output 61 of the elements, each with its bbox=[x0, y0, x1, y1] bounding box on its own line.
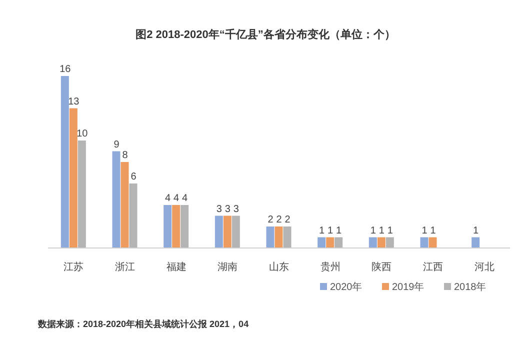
bar bbox=[326, 237, 334, 248]
bar bbox=[266, 226, 274, 248]
legend-label: 2020年 bbox=[330, 281, 362, 293]
bar bbox=[472, 237, 480, 248]
data-label: 1 bbox=[430, 225, 436, 236]
legend-label: 2018年 bbox=[454, 281, 486, 293]
bar bbox=[112, 151, 120, 248]
data-label: 2 bbox=[284, 214, 291, 226]
data-label: 2 bbox=[276, 214, 282, 226]
bar bbox=[420, 237, 428, 248]
x-tick-label: 贵州 bbox=[320, 261, 340, 273]
x-tick-label: 江西 bbox=[423, 261, 443, 273]
data-label: 1 bbox=[328, 225, 334, 236]
data-label: 3 bbox=[216, 204, 222, 215]
bar bbox=[274, 226, 283, 248]
bar bbox=[180, 205, 189, 248]
bar bbox=[386, 237, 394, 248]
bar bbox=[129, 184, 138, 248]
x-tick-label: 陕西 bbox=[372, 261, 392, 273]
bar bbox=[232, 216, 240, 248]
bar bbox=[120, 162, 129, 248]
x-tick-label: 山东 bbox=[269, 261, 289, 273]
bar bbox=[428, 237, 437, 248]
data-label: 3 bbox=[224, 204, 231, 215]
bar bbox=[377, 237, 386, 248]
x-tick-label: 浙江 bbox=[115, 261, 135, 273]
bar bbox=[69, 108, 78, 248]
bar bbox=[78, 140, 86, 248]
x-tick-label: 河北 bbox=[474, 261, 494, 273]
data-label: 1 bbox=[370, 225, 376, 236]
x-tick-label: 湖南 bbox=[218, 261, 238, 273]
data-label: 1 bbox=[336, 225, 342, 236]
data-label: 16 bbox=[60, 64, 72, 75]
legend-label: 2019年 bbox=[392, 281, 424, 293]
data-label: 4 bbox=[174, 193, 180, 204]
source-note: 数据来源：2018-2020年相关县域统计公报 2021，04 bbox=[37, 319, 249, 329]
data-label: 1 bbox=[387, 225, 394, 236]
bar bbox=[283, 226, 292, 248]
data-label: 1 bbox=[378, 225, 385, 236]
bar bbox=[334, 237, 343, 248]
data-label: 3 bbox=[233, 204, 240, 215]
bar bbox=[223, 216, 232, 248]
data-label: 4 bbox=[165, 193, 172, 204]
x-tick-label: 福建 bbox=[166, 261, 186, 273]
data-label: 4 bbox=[182, 193, 188, 204]
x-tick-label: 江苏 bbox=[64, 261, 84, 273]
bar bbox=[164, 205, 172, 248]
data-label: 9 bbox=[114, 139, 120, 150]
data-label: 1 bbox=[422, 225, 428, 236]
data-label: 6 bbox=[130, 172, 137, 182]
bar bbox=[60, 76, 69, 248]
bar bbox=[214, 216, 223, 248]
bar bbox=[368, 237, 377, 248]
data-label: 13 bbox=[68, 96, 80, 108]
data-label: 1 bbox=[473, 225, 480, 236]
bar bbox=[172, 205, 180, 248]
bar bbox=[318, 237, 326, 248]
data-label: 2 bbox=[268, 214, 274, 226]
data-label: 8 bbox=[122, 150, 128, 161]
chart-title: 图2 2018-2020年“千亿县”各省分布变化（单位：个） bbox=[136, 28, 396, 41]
data-label: 1 bbox=[319, 225, 326, 236]
